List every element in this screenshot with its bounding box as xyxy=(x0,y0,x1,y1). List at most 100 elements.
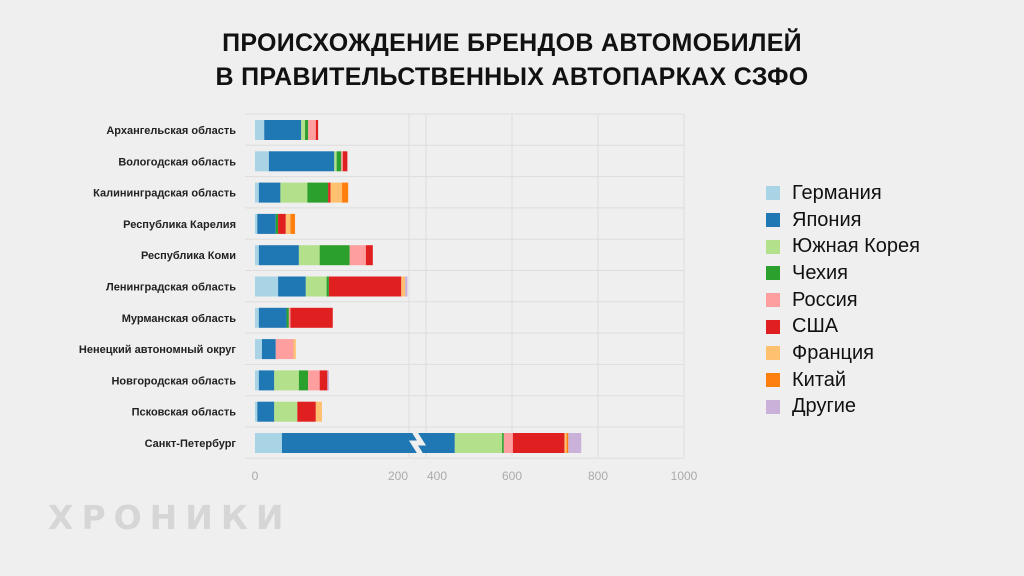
legend-item: Россия xyxy=(766,287,1006,314)
bar-segment xyxy=(288,307,291,328)
bar-segment xyxy=(255,370,259,391)
legend-label: Франция xyxy=(792,341,874,364)
category-label: Республика Карелия xyxy=(123,219,236,231)
legend-label: Чехия xyxy=(792,261,849,284)
legend-swatch xyxy=(766,213,780,228)
bar-segment xyxy=(255,245,259,266)
bar-segment xyxy=(319,245,350,266)
brand-watermark: ХРОНИКИ xyxy=(48,498,292,537)
legend-item: Другие xyxy=(766,394,1006,421)
bar-segment xyxy=(255,276,279,297)
legend-item: США xyxy=(766,313,1006,340)
bar-segment xyxy=(305,120,309,140)
x-tick-label: 800 xyxy=(588,469,608,483)
legend-label: Япония xyxy=(792,208,862,231)
x-tick-label: 0 xyxy=(252,469,259,483)
legend-swatch xyxy=(766,373,780,388)
bar-segment xyxy=(268,151,335,172)
category-label: Вологодская область xyxy=(118,156,236,168)
bar-segment xyxy=(568,433,582,453)
bar-segment xyxy=(365,245,373,266)
bar-segment xyxy=(258,245,299,266)
category-label: Новгородская область xyxy=(111,375,236,387)
category-label: Санкт-Петербург xyxy=(145,438,237,450)
bar-segment xyxy=(327,370,329,391)
bar-segment xyxy=(330,182,343,203)
bar-segment xyxy=(305,276,327,297)
bar-segment xyxy=(341,151,343,172)
chart-legend: Германия Япония Южная Корея Чехия Россия США Ф… xyxy=(766,180,1006,420)
bar-segment xyxy=(334,151,337,172)
bar-segment xyxy=(286,307,289,328)
x-tick-label: 600 xyxy=(502,469,522,483)
bar-segment xyxy=(258,370,275,391)
bar-segment xyxy=(257,401,275,422)
bar-segment xyxy=(502,433,504,453)
bar-segment xyxy=(290,307,333,328)
bar-segment xyxy=(328,182,331,203)
bar-segment xyxy=(285,213,291,234)
chart-title-line-2: В ПРАВИТЕЛЬСТВЕННЫХ АВТОПАРКАХ СЗФО xyxy=(215,63,809,91)
category-label: Ленинградская область xyxy=(106,282,236,294)
bar-segment xyxy=(342,151,348,172)
bar-segment xyxy=(566,433,569,453)
bar-segment xyxy=(255,182,259,203)
bar-segment xyxy=(564,433,567,453)
bar-segment xyxy=(328,276,402,297)
bar-segment xyxy=(290,213,296,234)
legend-item: Южная Корея xyxy=(766,233,1006,260)
bar-segment xyxy=(255,213,258,234)
category-label: Архангельская область xyxy=(106,125,236,137)
legend-swatch xyxy=(766,186,780,201)
bar-segment xyxy=(297,401,316,422)
bar-segment xyxy=(301,120,306,140)
category-label: Калининградская область xyxy=(93,188,236,200)
bar-segment xyxy=(274,401,298,422)
legend-swatch xyxy=(766,319,780,334)
bar-segment xyxy=(336,151,342,172)
x-tick-label: 1000 xyxy=(671,469,698,483)
legend-label: Россия xyxy=(792,288,858,311)
chart-title: ПРОИСХОЖДЕНИЕ БРЕНДОВ АВТОМОБИЛЕЙ В ПРАВ… xyxy=(0,26,1024,94)
bar-segment xyxy=(315,401,322,422)
bar-segment xyxy=(258,182,281,203)
bar-segment xyxy=(278,213,286,234)
legend-swatch xyxy=(766,346,780,361)
legend-swatch xyxy=(766,266,780,281)
bar-segment xyxy=(274,370,299,391)
bar-segment xyxy=(307,182,329,203)
bar-segment xyxy=(275,339,294,360)
legend-item: Франция xyxy=(766,340,1006,367)
bar-segment xyxy=(255,433,282,453)
bar-segment xyxy=(454,433,503,453)
legend-item: Китай xyxy=(766,367,1006,394)
category-label: Псковская область xyxy=(132,407,237,419)
bar-segment xyxy=(293,339,296,360)
bar-segment xyxy=(326,276,329,297)
bar-segment xyxy=(298,370,309,391)
category-label: Ненецкий автономный округ xyxy=(79,344,236,356)
bar-segment xyxy=(264,120,302,140)
x-tick-label: 400 xyxy=(427,469,447,483)
legend-label: Китай xyxy=(792,368,847,391)
bar-segment xyxy=(261,339,276,360)
bar-segment xyxy=(298,245,320,266)
bar-segment xyxy=(512,433,565,453)
legend-label: Другие xyxy=(792,395,857,418)
bar-segment xyxy=(255,401,258,422)
bar-segment xyxy=(503,433,513,453)
bar-segment xyxy=(405,276,408,297)
legend-swatch xyxy=(766,293,780,308)
legend-swatch xyxy=(766,399,780,414)
bar-segment xyxy=(342,182,349,203)
bar-segment xyxy=(349,245,366,266)
bar-segment xyxy=(278,276,306,297)
bar-segment xyxy=(257,213,276,234)
bar-segment xyxy=(255,339,262,360)
bar-segment xyxy=(315,120,319,140)
bar-segment xyxy=(255,120,265,140)
bar-segment xyxy=(401,276,406,297)
chart-title-line-1: ПРОИСХОЖДЕНИЕ БРЕНДОВ АВТОМОБИЛЕЙ xyxy=(222,29,802,57)
legend-label: Германия xyxy=(792,181,882,204)
